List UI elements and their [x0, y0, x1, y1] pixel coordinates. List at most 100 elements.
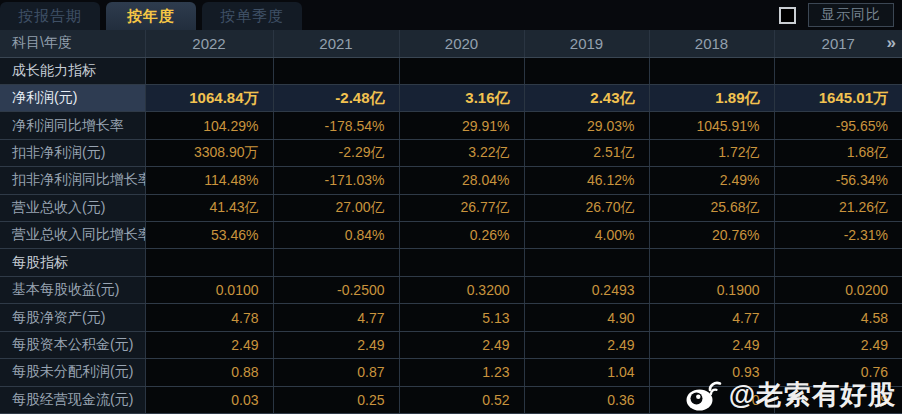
- cell-value: 2.49: [774, 331, 902, 358]
- cell-value: 0.2493: [524, 276, 649, 303]
- cell-value: 2.49%: [649, 167, 774, 194]
- cell-value: 25.68亿: [649, 194, 774, 221]
- row-label: 成长能力指标: [0, 57, 145, 84]
- cell-value: 0.93: [649, 359, 774, 386]
- cell-value: 4.77: [273, 304, 399, 331]
- cell-value: 29.03%: [524, 112, 649, 139]
- year-column-header: 2017 »: [774, 30, 902, 57]
- cell-value: 41.43亿: [145, 194, 273, 221]
- cell-value: 27.00亿: [273, 194, 399, 221]
- cell-value: 4.00%: [524, 222, 649, 249]
- cell-value: 0.84%: [273, 222, 399, 249]
- cell-value: 20.76%: [649, 222, 774, 249]
- cell-value: -178.54%: [273, 112, 399, 139]
- row-label: 净利润(元): [0, 84, 145, 111]
- cell-value: [399, 249, 524, 276]
- cell-value: 1045.91%: [649, 112, 774, 139]
- cell-value: 2.49: [399, 331, 524, 358]
- cell-value: 0: [649, 386, 774, 413]
- year-label: 2017: [822, 35, 855, 52]
- cell-value: 2.51亿: [524, 139, 649, 166]
- year-header-row: 科目\年度 2022 2021 2020 2019 2018 2017 »: [0, 30, 902, 57]
- row-label: 营业总收入同比增长率: [0, 222, 145, 249]
- table-row: 成长能力指标: [0, 57, 902, 84]
- cell-value: 1.23: [399, 359, 524, 386]
- row-label: 每股经营现金流(元): [0, 386, 145, 413]
- cell-value: 21.26亿: [774, 194, 902, 221]
- cell-value: -0.2500: [273, 276, 399, 303]
- cell-value: 0.52: [399, 386, 524, 413]
- cell-value: 9: [774, 386, 902, 413]
- row-label: 每股未分配利润(元): [0, 359, 145, 386]
- row-label: 每股资本公积金(元): [0, 331, 145, 358]
- cell-value: -2.31%: [774, 222, 902, 249]
- yoy-controls: 显示同比: [779, 0, 902, 30]
- cell-value: 4.90: [524, 304, 649, 331]
- table-row: 营业总收入(元) 41.43亿 27.00亿 26.77亿 26.70亿 25.…: [0, 194, 902, 221]
- finance-table: 科目\年度 2022 2021 2020 2019 2018 2017 » 成长…: [0, 30, 902, 414]
- cell-value: [145, 57, 273, 84]
- cell-value: 3308.90万: [145, 139, 273, 166]
- table-body: 成长能力指标 净利润(元) 1064.84万 -2.48亿 3.16亿 2.43…: [0, 57, 902, 414]
- row-label: 扣非净利润同比增长率: [0, 167, 145, 194]
- cell-value: 2.43亿: [524, 84, 649, 111]
- table-row: 扣非净利润同比增长率 114.48% -171.03% 28.04% 46.12…: [0, 167, 902, 194]
- table-row: 营业总收入同比增长率 53.46% 0.84% 0.26% 4.00% 20.7…: [0, 222, 902, 249]
- row-label: 每股净资产(元): [0, 304, 145, 331]
- cell-value: 2.49: [649, 331, 774, 358]
- cell-value: -171.03%: [273, 167, 399, 194]
- cell-value: 5.13: [399, 304, 524, 331]
- cell-value: [399, 57, 524, 84]
- cell-value: 0.3200: [399, 276, 524, 303]
- cell-value: 3.16亿: [399, 84, 524, 111]
- cell-value: 0.87: [273, 359, 399, 386]
- cell-value: 28.04%: [399, 167, 524, 194]
- cell-value: [145, 249, 273, 276]
- cell-value: 53.46%: [145, 222, 273, 249]
- tab-report-period[interactable]: 按报告期: [0, 2, 100, 30]
- more-years-icon[interactable]: »: [887, 33, 896, 53]
- table-row: 每股资本公积金(元) 2.49 2.49 2.49 2.49 2.49 2.49: [0, 331, 902, 358]
- cell-value: 0.1900: [649, 276, 774, 303]
- cell-value: [649, 57, 774, 84]
- cell-value: [524, 249, 649, 276]
- year-column-header: 2018: [649, 30, 774, 57]
- table-row: 基本每股收益(元) 0.0100 -0.2500 0.3200 0.2493 0…: [0, 276, 902, 303]
- year-column-header: 2021: [273, 30, 399, 57]
- cell-value: 1.68亿: [774, 139, 902, 166]
- cell-value: 2.49: [524, 331, 649, 358]
- row-label: 基本每股收益(元): [0, 276, 145, 303]
- cell-value: [273, 57, 399, 84]
- cell-value: 4.58: [774, 304, 902, 331]
- cell-value: 4.78: [145, 304, 273, 331]
- show-yoy-checkbox[interactable]: [779, 7, 796, 24]
- tab-annual[interactable]: 按年度: [106, 2, 196, 30]
- cell-value: 0.03: [145, 386, 273, 413]
- cell-value: 104.29%: [145, 112, 273, 139]
- cell-value: [524, 57, 649, 84]
- cell-value: 3.22亿: [399, 139, 524, 166]
- cell-value: 2.49: [273, 331, 399, 358]
- table-row: 每股指标: [0, 249, 902, 276]
- cell-value: 26.77亿: [399, 194, 524, 221]
- tab-quarterly[interactable]: 按单季度: [202, 2, 302, 30]
- cell-value: 0.0100: [145, 276, 273, 303]
- cell-value: [649, 249, 774, 276]
- cell-value: 46.12%: [524, 167, 649, 194]
- table-row: 净利润同比增长率 104.29% -178.54% 29.91% 29.03% …: [0, 112, 902, 139]
- table-row: 每股未分配利润(元) 0.88 0.87 1.23 1.04 0.93 0.76: [0, 359, 902, 386]
- year-column-header: 2020: [399, 30, 524, 57]
- cell-value: 1.04: [524, 359, 649, 386]
- year-column-header: 2022: [145, 30, 273, 57]
- cell-value: [774, 57, 902, 84]
- cell-value: -56.34%: [774, 167, 902, 194]
- cell-value: 0.76: [774, 359, 902, 386]
- cell-value: 1.89亿: [649, 84, 774, 111]
- row-label: 营业总收入(元): [0, 194, 145, 221]
- cell-value: 0.26%: [399, 222, 524, 249]
- cell-value: 1.72亿: [649, 139, 774, 166]
- cell-value: 4.77: [649, 304, 774, 331]
- cell-value: 29.91%: [399, 112, 524, 139]
- cell-value: 0.25: [273, 386, 399, 413]
- show-yoy-button[interactable]: 显示同比: [808, 3, 894, 27]
